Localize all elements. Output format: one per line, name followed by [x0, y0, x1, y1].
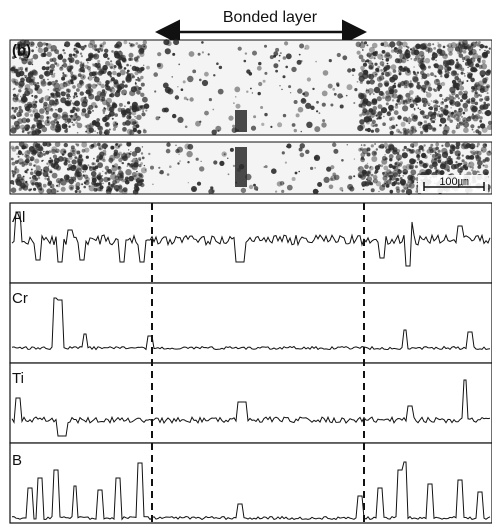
- cr-trace: [11, 297, 491, 351]
- scale-bar-label: 100㎛: [439, 176, 468, 188]
- panel-label: (b): [12, 42, 31, 59]
- bonded-layer-label: Bonded layer: [223, 9, 318, 26]
- profile-panel-ti: Ti: [9, 362, 492, 444]
- micrograph-bottom: [9, 141, 492, 196]
- profile-label-b: B: [12, 452, 22, 469]
- profile-label-ti: Ti: [12, 370, 24, 387]
- profile-panel-al: Al: [9, 202, 492, 284]
- al-trace: [11, 211, 491, 267]
- micrograph-top: [9, 39, 492, 136]
- b-trace: [11, 461, 491, 521]
- scale-bar: 100㎛: [418, 175, 488, 193]
- profile-panel-b: B: [9, 442, 492, 524]
- ti-trace: [11, 379, 491, 437]
- profile-label-cr: Cr: [12, 290, 28, 307]
- profile-panel-cr: Cr: [9, 282, 492, 364]
